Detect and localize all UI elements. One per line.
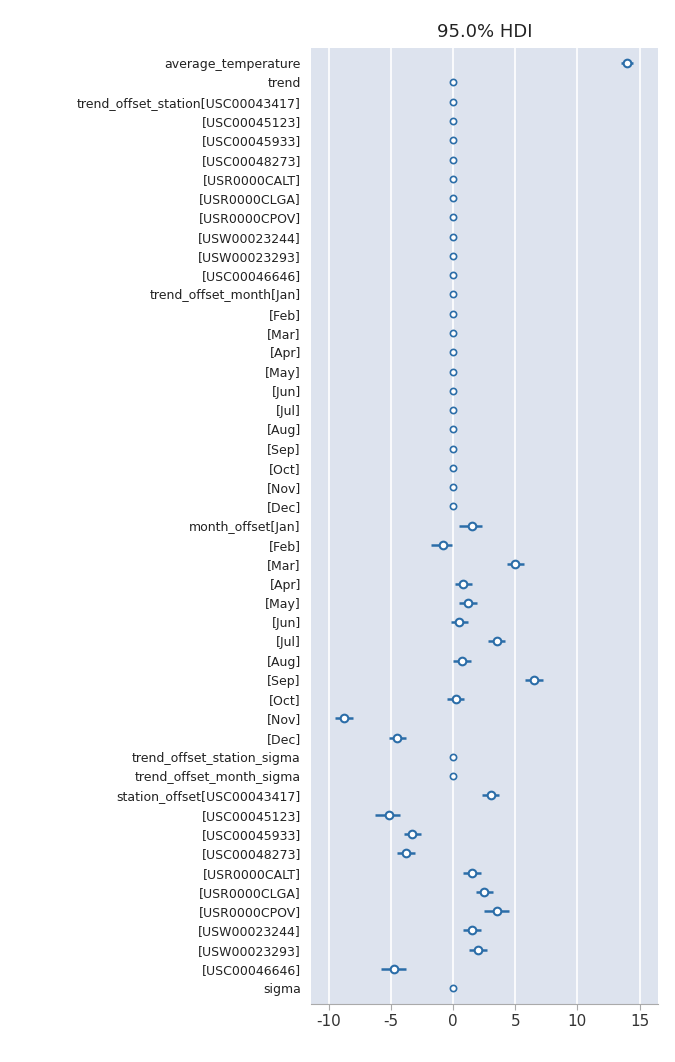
Title: 95.0% HDI: 95.0% HDI	[437, 22, 532, 40]
